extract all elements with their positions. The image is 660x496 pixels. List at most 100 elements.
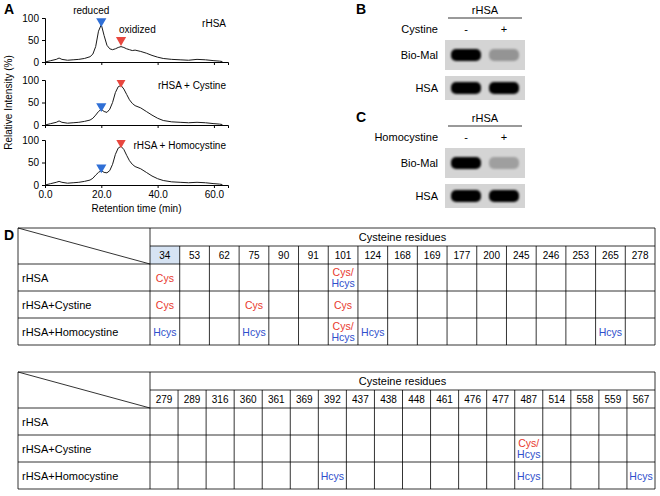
- row-label: rHSA+Homocystine: [22, 470, 118, 482]
- column-label: 477: [492, 394, 509, 405]
- column-label: 101: [335, 250, 352, 261]
- cell-text: Hcys: [242, 326, 265, 338]
- cell-text: Hcys: [361, 326, 384, 338]
- grid-line: [234, 390, 235, 489]
- tick-label: 0: [33, 120, 39, 131]
- column-label: 169: [424, 250, 441, 261]
- blot-row-label: HSA: [415, 82, 438, 94]
- row-label: rHSA+Cystine: [22, 299, 91, 311]
- table-header: Cysteine residues: [359, 375, 447, 387]
- grid-line: [179, 246, 180, 345]
- grid-line: [18, 462, 655, 463]
- tick-label: 100: [22, 75, 39, 86]
- peak-marker: [116, 140, 126, 148]
- panel-label: C: [356, 109, 366, 125]
- column-label: 514: [548, 394, 565, 405]
- chart-title: rHSA + Cystine: [158, 80, 227, 91]
- grid-line: [328, 246, 329, 345]
- table: Cysteine residues34536275909110112416816…: [18, 228, 655, 345]
- row-label: rHSA: [22, 272, 49, 284]
- figure: ABCD050100reducedoxidizedrHSA050100rHSA …: [0, 0, 660, 496]
- blot-row-label: Bio-Mal: [401, 49, 438, 61]
- grid-line: [262, 390, 263, 489]
- grid-line: [150, 228, 151, 345]
- column-label: 124: [364, 250, 381, 261]
- blot-box: [445, 184, 525, 208]
- table: Cysteine residues27928931636036136939243…: [18, 372, 655, 489]
- axis-line: [46, 126, 229, 129]
- grid-line: [298, 246, 299, 345]
- column-label: 246: [543, 250, 560, 261]
- grid-line: [318, 390, 319, 489]
- lane-label: -: [464, 131, 468, 143]
- grid-line: [18, 264, 655, 265]
- column-label: 34: [159, 250, 171, 261]
- tick-label: 20.0: [92, 189, 112, 200]
- blot: rHSACystine-+Bio-MalHSA: [401, 4, 525, 100]
- tick-mark: [158, 62, 159, 65]
- grid-line: [387, 246, 388, 345]
- column-label: 437: [352, 394, 369, 405]
- column-label: 558: [577, 394, 594, 405]
- tick-label: 0.0: [39, 189, 53, 200]
- peak-marker: [96, 103, 106, 112]
- trace: [45, 25, 222, 62]
- column-label: 91: [308, 250, 320, 261]
- highlight-cell: [150, 246, 180, 264]
- column-label: 361: [268, 394, 285, 405]
- tick-mark: [158, 125, 159, 128]
- x-axis: [46, 62, 229, 65]
- grid-line: [206, 390, 207, 489]
- column-label: 279: [156, 394, 173, 405]
- chart-title: rHSA + Homocystine: [133, 140, 226, 151]
- tick: 100: [22, 75, 45, 86]
- tick: 0: [33, 180, 45, 191]
- tick: 50: [28, 97, 45, 108]
- grid-line: [18, 291, 655, 292]
- column-label: 461: [436, 394, 453, 405]
- trace: [45, 85, 222, 125]
- column-label: 448: [408, 394, 425, 405]
- column-label: 392: [324, 394, 341, 405]
- lane-label: -: [464, 23, 468, 35]
- blot: rHSAHomocystine-+Bio-MalHSA: [374, 112, 525, 208]
- tick-mark: [42, 125, 45, 126]
- tick-mark: [101, 125, 102, 128]
- grid-line: [595, 246, 596, 345]
- peak-marker: [96, 165, 106, 174]
- trace: [45, 146, 222, 185]
- band: [489, 82, 519, 94]
- y-axis: 050100: [22, 13, 45, 68]
- peak-marker: [116, 80, 126, 88]
- grid-line: [18, 228, 655, 229]
- tick: 20.0: [92, 185, 112, 200]
- blot-box: [445, 76, 525, 100]
- corner-diagonal: [18, 372, 150, 408]
- grid-line: [18, 372, 655, 373]
- peak-label: reduced: [73, 5, 109, 16]
- chart-title: rHSA: [202, 18, 226, 29]
- tick: [101, 62, 102, 65]
- grid-line: [18, 408, 655, 409]
- tick-mark: [42, 103, 45, 104]
- blot-row-label: Bio-Mal: [401, 157, 438, 169]
- tick: 40.0: [148, 185, 168, 200]
- grid-line: [18, 435, 655, 436]
- tick-mark: [101, 62, 102, 65]
- grid-line: [268, 246, 269, 345]
- column-label: 278: [632, 250, 649, 261]
- band: [489, 157, 519, 169]
- blot-header: rHSA: [472, 4, 499, 16]
- table-header: Cysteine residues: [359, 231, 447, 243]
- tick: 0.0: [39, 185, 53, 200]
- cell-text: Hcys: [153, 326, 176, 338]
- row-label: rHSA+Homocystine: [22, 326, 118, 338]
- column-label: 265: [602, 250, 619, 261]
- grid-line: [565, 246, 566, 345]
- cell-text: Cys: [245, 299, 263, 311]
- grid-line: [209, 246, 210, 345]
- tick: 50: [28, 157, 45, 168]
- band: [451, 82, 481, 94]
- axis-line: [42, 19, 46, 63]
- tick-label: 50: [28, 35, 40, 46]
